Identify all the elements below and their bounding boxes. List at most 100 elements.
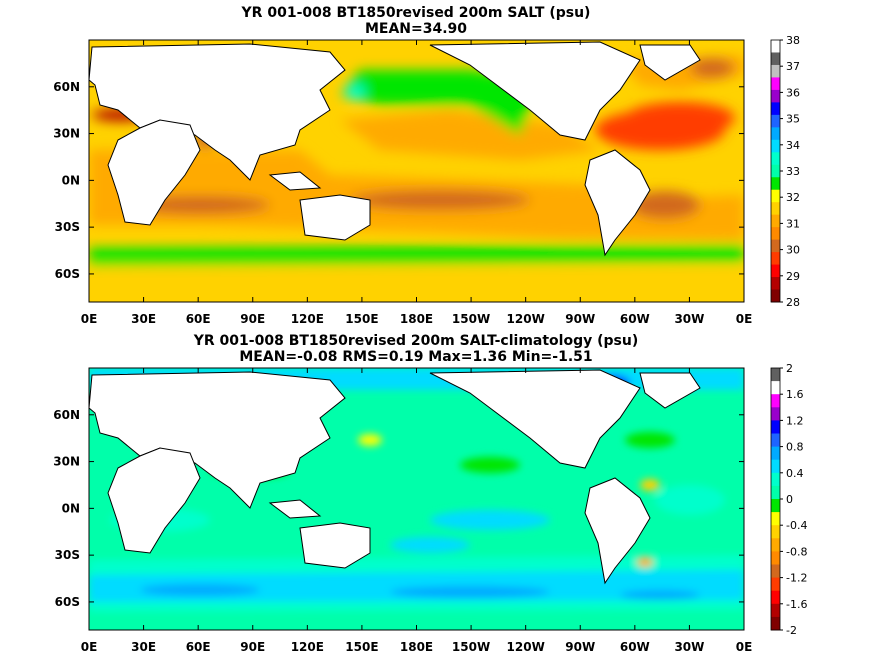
- x-tick-label: 90E: [240, 312, 265, 326]
- colorbar-swatch: [771, 264, 780, 278]
- colorbar-swatch: [771, 127, 780, 141]
- panel-1-title: YR 001-008 BT1850revised 200m SALT (psu): [241, 5, 591, 21]
- x-tick-label: 150W: [452, 312, 490, 326]
- y-tick-label: 60S: [55, 267, 80, 281]
- x-tick-label: 90W: [565, 312, 595, 326]
- x-tick-label: 180E: [400, 312, 433, 326]
- y-tick-label: 0N: [62, 501, 80, 515]
- y-tick-label: 60N: [53, 408, 80, 422]
- y-tick-label: 60N: [53, 80, 80, 94]
- x-tick-label: 150E: [345, 312, 378, 326]
- colorbar-tick-label: 36: [786, 86, 800, 99]
- y-tick-label: 30S: [55, 548, 80, 562]
- panel-2-field: [89, 368, 744, 630]
- colorbar-swatch: [771, 394, 780, 408]
- colorbar-tick-label: 1.2: [786, 414, 804, 427]
- y-tick-label: 30N: [53, 455, 80, 469]
- colorbar-swatch: [771, 459, 780, 474]
- colorbar-swatch: [771, 525, 780, 539]
- colorbar-swatch: [771, 512, 780, 526]
- colorbar-tick-label: 35: [786, 113, 800, 126]
- colorbar-swatch: [771, 289, 780, 303]
- x-tick-label: 150E: [345, 640, 378, 654]
- colorbar-swatch: [771, 114, 780, 128]
- panel-2-land: [89, 369, 701, 585]
- panel-1-subtitle: MEAN=34.90: [365, 21, 467, 37]
- x-tick-label: 150W: [452, 640, 490, 654]
- y-tick-label: 30N: [53, 127, 80, 141]
- colorbar-tick-label: 33: [786, 165, 800, 178]
- colorbar-swatch: [771, 202, 780, 216]
- colorbar-swatch: [771, 485, 780, 500]
- x-tick-label: 30E: [131, 640, 156, 654]
- panel-2-subtitle: MEAN=-0.08 RMS=0.19 Max=1.36 Min=-1.51: [239, 349, 592, 365]
- panel-1-colorbar: 38 37 36 35 34 33 32 31 30 29 28: [770, 34, 800, 309]
- colorbar-swatch: [771, 433, 780, 448]
- colorbar-swatch: [771, 616, 780, 631]
- colorbar-swatch: [771, 420, 780, 434]
- colorbar-tick-label: 29: [786, 270, 800, 283]
- colorbar-swatch: [771, 89, 780, 103]
- colorbar-swatch: [771, 368, 780, 382]
- x-tick-label: 120E: [291, 640, 324, 654]
- colorbar-tick-label: 28: [786, 296, 800, 309]
- colorbar-swatch: [771, 152, 780, 166]
- x-tick-label: 30W: [674, 312, 704, 326]
- panel-2-title: YR 001-008 BT1850revised 200m SALT-clima…: [193, 333, 638, 349]
- colorbar-swatch: [771, 102, 780, 116]
- x-tick-label: 90W: [565, 640, 595, 654]
- colorbar-swatch: [771, 277, 780, 291]
- x-tick-label: 120W: [507, 640, 545, 654]
- panel-2-axes: 0E 30E 60E 90E 120E 150E 180E 150W 120W 90W 60W 30W…: [53, 368, 752, 654]
- x-tick-label: 30E: [131, 312, 156, 326]
- colorbar-swatch: [771, 139, 780, 153]
- colorbar-tick-label: 0.8: [786, 441, 804, 454]
- y-tick-label: 30S: [55, 220, 80, 234]
- panel-1-land: [89, 41, 701, 257]
- x-tick-label: 0E: [81, 312, 98, 326]
- colorbar-swatch: [771, 381, 780, 395]
- colorbar-swatch: [771, 239, 780, 253]
- colorbar-swatch: [771, 164, 780, 178]
- colorbar-tick-label: 31: [786, 217, 800, 230]
- colorbar-tick-label: -2: [786, 624, 797, 637]
- colorbar-swatch: [771, 407, 780, 421]
- panel-salinity-anomaly: YR 001-008 BT1850revised 200m SALT-clima…: [53, 333, 807, 654]
- colorbar-swatch: [771, 538, 780, 552]
- x-tick-label: 120E: [291, 312, 324, 326]
- panel-1-axes: 0E 30E 60E 90E 120E 150E 180E 150W 120W 90W 60W 30W…: [53, 40, 752, 326]
- colorbar-swatch: [771, 446, 780, 461]
- x-tick-label: 60E: [186, 640, 211, 654]
- x-tick-label: 30W: [674, 640, 704, 654]
- colorbar-tick-label: 2: [786, 362, 793, 375]
- x-tick-label: 60W: [620, 312, 650, 326]
- x-tick-label: 60W: [620, 640, 650, 654]
- panel-1-field: [89, 40, 744, 302]
- colorbar-tick-label: 1.6: [786, 388, 804, 401]
- colorbar-swatch: [771, 227, 780, 241]
- colorbar-swatch: [771, 603, 780, 618]
- colorbar-swatch: [771, 52, 780, 66]
- colorbar-swatch: [771, 77, 780, 91]
- colorbar-tick-label: 34: [786, 139, 800, 152]
- colorbar-swatch: [771, 499, 780, 513]
- colorbar-swatch: [771, 551, 780, 565]
- colorbar-swatch: [771, 590, 780, 605]
- x-tick-label: 0E: [736, 640, 753, 654]
- colorbar-tick-label: 0: [786, 493, 793, 506]
- x-tick-label: 90E: [240, 640, 265, 654]
- colorbar-tick-label: 0.4: [786, 467, 804, 480]
- colorbar-tick-label: -0.4: [786, 519, 807, 532]
- x-tick-label: 180E: [400, 640, 433, 654]
- colorbar-tick-label: 37: [786, 60, 800, 73]
- colorbar-swatch: [771, 214, 780, 228]
- colorbar-tick-label: 38: [786, 34, 800, 47]
- colorbar-swatch: [771, 177, 780, 191]
- colorbar-swatch: [771, 40, 780, 53]
- y-tick-label: 0N: [62, 173, 80, 187]
- x-tick-label: 120W: [507, 312, 545, 326]
- x-tick-label: 60E: [186, 312, 211, 326]
- x-tick-label: 0E: [736, 312, 753, 326]
- panel-2-colorbar: 2 1.6 1.2 0.8 0.4 0 -0.4 -0.8 -1.2 -1.6 -2: [770, 362, 807, 637]
- colorbar-swatch: [771, 189, 780, 203]
